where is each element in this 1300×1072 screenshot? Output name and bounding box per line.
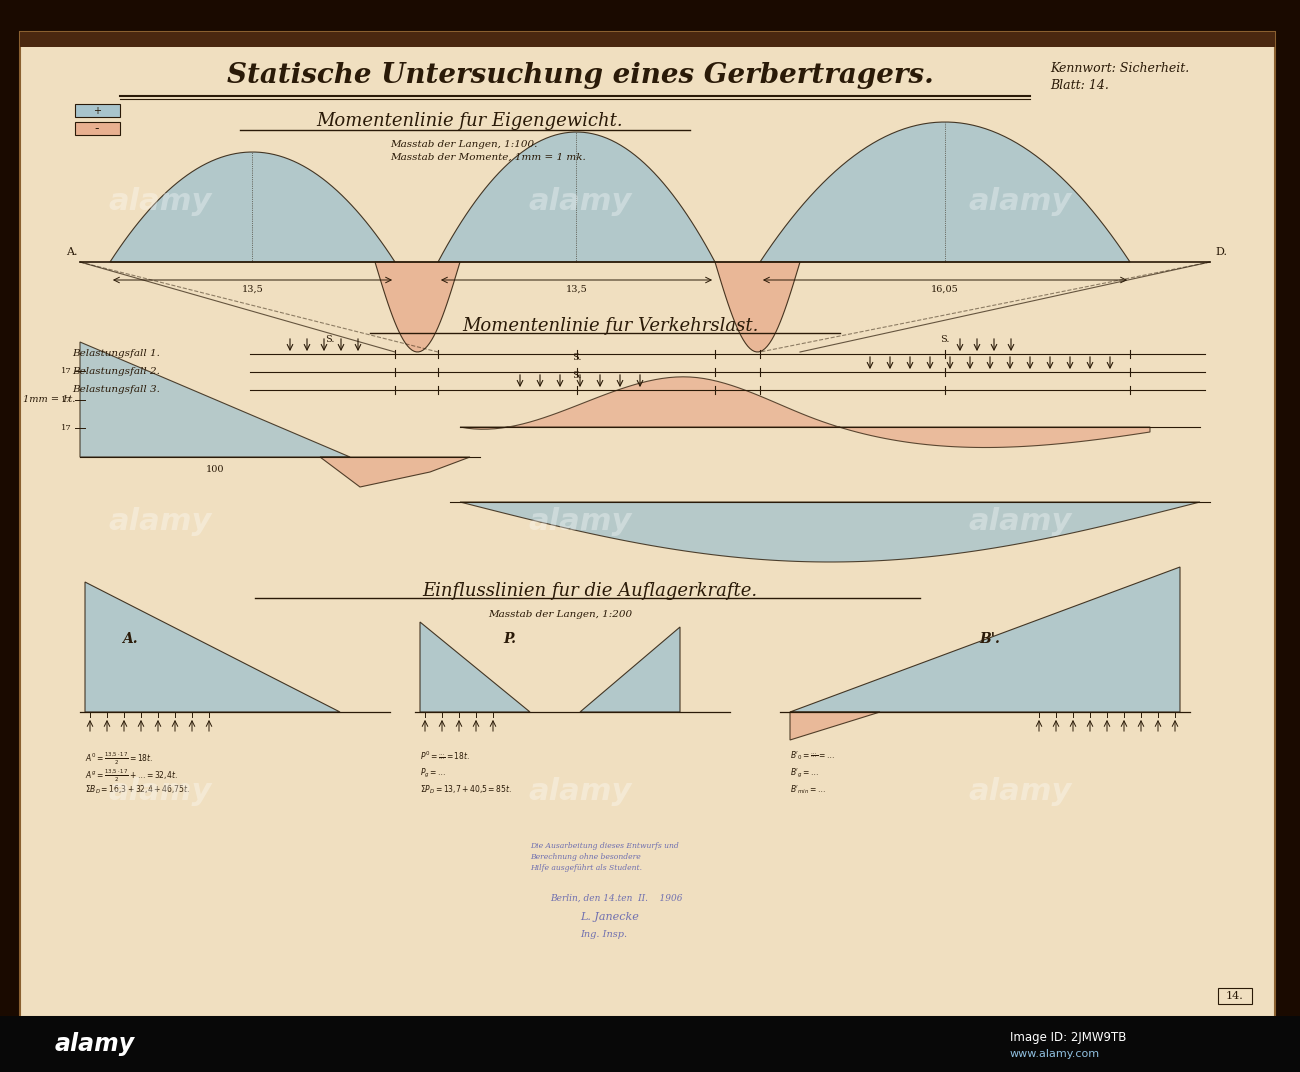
Text: alamy: alamy: [108, 188, 212, 217]
Polygon shape: [790, 567, 1180, 712]
Text: $\Sigma B_D = 16{,}3 + 32{,}4 + 46{,}75 t.$: $\Sigma B_D = 16{,}3 + 32{,}4 + 46{,}75 …: [84, 784, 190, 796]
Bar: [0, 1016, 1300, 1072]
Polygon shape: [420, 622, 530, 712]
Text: 14.: 14.: [1226, 991, 1244, 1001]
Text: A.: A.: [66, 247, 78, 257]
Text: Momentenlinie fur Verkehrslast.: Momentenlinie fur Verkehrslast.: [462, 317, 758, 334]
Bar: [75, 122, 120, 135]
Text: $B'_g = \ldots$: $B'_g = \ldots$: [790, 766, 819, 780]
Text: alamy: alamy: [55, 1032, 135, 1056]
Text: alamy: alamy: [968, 777, 1071, 806]
Text: 17: 17: [61, 367, 72, 375]
Polygon shape: [580, 627, 680, 712]
Text: Masstab der Momente, 1mm = 1 mk.: Masstab der Momente, 1mm = 1 mk.: [390, 153, 586, 162]
Text: Blatt: 14.: Blatt: 14.: [1050, 79, 1109, 92]
Text: alamy: alamy: [528, 777, 632, 806]
Text: 16,05: 16,05: [931, 285, 959, 294]
Text: Belastungsfall 3.: Belastungsfall 3.: [72, 386, 160, 394]
Text: Einflusslinien fur die Auflagerkrafte.: Einflusslinien fur die Auflagerkrafte.: [422, 582, 758, 600]
Text: alamy: alamy: [968, 188, 1071, 217]
Text: D.: D.: [1216, 247, 1227, 257]
Text: $P^0 = \frac{\ldots}{\ldots} = 18 t.$: $P^0 = \frac{\ldots}{\ldots} = 18 t.$: [420, 750, 471, 762]
Text: 13,5: 13,5: [566, 285, 588, 294]
Polygon shape: [460, 377, 1150, 447]
Text: Statische Untersuchung eines Gerbertragers.: Statische Untersuchung eines Gerbertrage…: [226, 62, 933, 89]
Polygon shape: [111, 152, 395, 262]
Text: $\Sigma P_D = 13{,}7 + 40{,}5 = 85 t.$: $\Sigma P_D = 13{,}7 + 40{,}5 = 85 t.$: [420, 784, 512, 796]
Text: +: +: [94, 106, 101, 116]
Text: S.: S.: [572, 353, 582, 362]
Text: S.: S.: [572, 371, 582, 379]
Bar: [1218, 988, 1252, 1004]
Text: alamy: alamy: [528, 507, 632, 536]
Bar: [75, 104, 120, 117]
Text: alamy: alamy: [968, 507, 1071, 536]
Text: B'.: B'.: [980, 632, 1001, 646]
Text: $A^0 = \frac{13{,}5\cdot 17}{2} = 18 t.$: $A^0 = \frac{13{,}5\cdot 17}{2} = 18 t.$: [84, 750, 153, 766]
Text: 100: 100: [205, 465, 224, 474]
Text: S.: S.: [325, 334, 335, 344]
Polygon shape: [715, 262, 800, 352]
Text: A.: A.: [122, 632, 138, 646]
Text: 17: 17: [61, 396, 72, 404]
Text: $B'_0 = \frac{\ldots}{\ldots} = \ldots$: $B'_0 = \frac{\ldots}{\ldots} = \ldots$: [790, 750, 835, 762]
Text: alamy: alamy: [108, 507, 212, 536]
Text: $B'_{min} = \ldots$: $B'_{min} = \ldots$: [790, 784, 826, 796]
Text: 13,5: 13,5: [242, 285, 264, 294]
Text: -: -: [95, 122, 99, 135]
Text: S.: S.: [940, 334, 950, 344]
Text: Belastungsfall 1.: Belastungsfall 1.: [72, 349, 160, 358]
Polygon shape: [81, 342, 350, 457]
Text: alamy: alamy: [108, 777, 212, 806]
Polygon shape: [84, 582, 341, 712]
Text: www.alamy.com: www.alamy.com: [1010, 1049, 1100, 1059]
Text: Masstab der Langen, 1:200: Masstab der Langen, 1:200: [488, 610, 632, 619]
Text: alamy: alamy: [528, 188, 632, 217]
Text: Momentenlinie fur Eigengewicht.: Momentenlinie fur Eigengewicht.: [317, 111, 623, 130]
Text: L. Janecke: L. Janecke: [580, 912, 638, 922]
Polygon shape: [760, 122, 1130, 262]
Polygon shape: [320, 457, 471, 487]
Text: P.: P.: [503, 632, 516, 646]
Text: Die Ausarbeitung dieses Entwurfs und
Berechnung ohne besondere
Hilfe ausgeführt : Die Ausarbeitung dieses Entwurfs und Ber…: [530, 842, 679, 872]
Bar: [20, 32, 1275, 47]
Text: 17: 17: [61, 425, 72, 432]
Polygon shape: [790, 712, 880, 740]
Text: Masstab der Langen, 1:100.: Masstab der Langen, 1:100.: [390, 140, 537, 149]
Text: Image ID: 2JMW9TB: Image ID: 2JMW9TB: [1010, 1030, 1126, 1043]
Text: Berlin, den 14.ten  II.    1906: Berlin, den 14.ten II. 1906: [550, 894, 682, 903]
Text: Kennwort: Sicherheit.: Kennwort: Sicherheit.: [1050, 62, 1190, 75]
Text: $A^g = \frac{13{,}5\cdot 17}{2} + \ldots = 32{,}4 t.$: $A^g = \frac{13{,}5\cdot 17}{2} + \ldots…: [84, 766, 178, 784]
Polygon shape: [438, 132, 715, 262]
Text: Ing. Insp.: Ing. Insp.: [580, 930, 627, 939]
Text: Belastungsfall 2.: Belastungsfall 2.: [72, 368, 160, 376]
Polygon shape: [460, 502, 1200, 562]
Text: 1mm = 1t.: 1mm = 1t.: [22, 396, 75, 404]
Polygon shape: [374, 262, 460, 352]
Text: $P_g = \ldots$: $P_g = \ldots$: [420, 766, 446, 780]
